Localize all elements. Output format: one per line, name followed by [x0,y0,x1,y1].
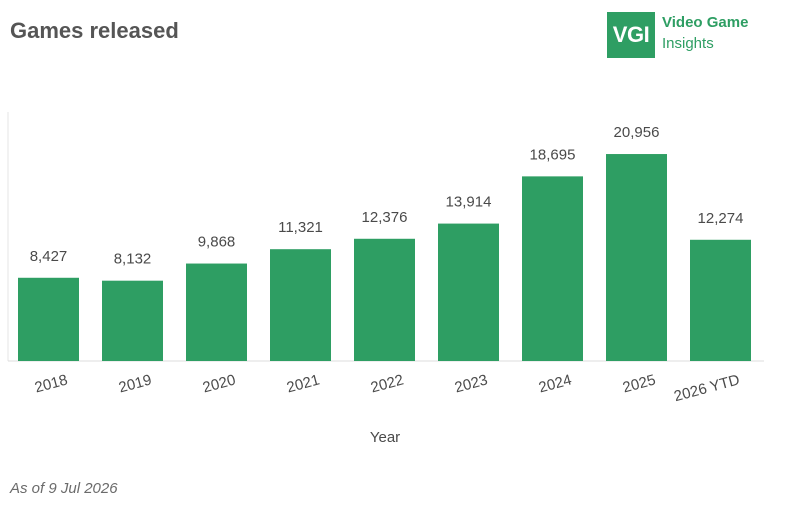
bar-2020 [186,263,247,361]
x-tick-label: 2019 [117,371,154,396]
x-tick-label: 2024 [537,371,574,396]
bar-2026-ytd [690,239,751,361]
bar-value-label: 9,868 [198,234,236,251]
bar-value-label: 12,274 [698,210,744,227]
chart-title: Games released [10,18,179,43]
bar-2019 [102,280,163,361]
x-tick-label: 2023 [453,371,490,396]
x-tick-label: 2025 [621,371,658,396]
bars-group [18,154,751,361]
vgi-logo: VGI Video Game Insights [607,12,748,58]
logo-text-line1: Video Game [662,14,749,31]
logo-text-line2: Insights [662,35,714,52]
bar-2021 [270,249,331,361]
bar-value-label: 11,321 [278,219,323,236]
bar-labels-group: 8,427 8,132 9,868 11,321 12,376 13,914 18,695 2… [30,124,744,268]
bar-value-label: 8,427 [30,248,68,265]
bar-2022 [354,238,415,361]
bar-2018 [18,277,79,361]
x-tick-label: 2018 [33,371,70,396]
bar-value-label: 12,376 [362,209,408,226]
x-tick-label: 2021 [285,371,322,396]
bar-value-label: 20,956 [614,124,660,141]
x-tick-labels-group: 2018 2019 2020 2021 2022 2023 2024 2025 2026 YTD [33,371,742,405]
x-tick-label: 2022 [369,371,406,396]
bar-2025 [606,154,667,361]
as-of-footnote: As of 9 Jul 2026 [10,480,118,497]
x-tick-label: 2020 [201,371,238,396]
x-axis-title: Year [370,429,400,446]
bar-2023 [438,223,499,361]
logo-text: Video Game Insights [662,12,748,54]
bar-value-label: 8,132 [114,251,152,268]
bar-value-label: 13,914 [446,194,492,211]
bar-2024 [522,176,583,361]
logo-mark: VGI [607,12,655,58]
bar-value-label: 18,695 [530,146,576,163]
x-tick-label: 2026 YTD [672,371,742,405]
